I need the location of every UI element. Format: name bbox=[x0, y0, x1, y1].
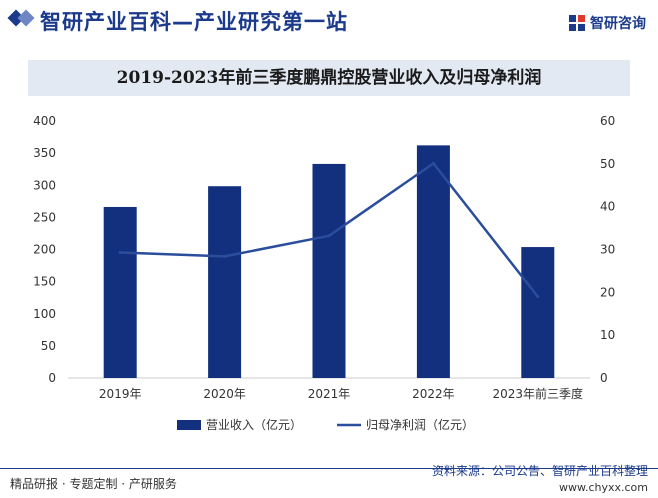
brand-logo-icon bbox=[569, 15, 585, 31]
x-tick-label: 2019年 bbox=[99, 387, 142, 401]
point-net-profit bbox=[327, 234, 331, 238]
point-net-profit bbox=[223, 254, 227, 258]
page-header: 智研产业百科—产业研究第一站 智研咨询 bbox=[0, 0, 658, 44]
y-right-tick-label: 60 bbox=[600, 114, 615, 128]
point-net-profit bbox=[118, 250, 122, 254]
y-left-tick-label: 200 bbox=[33, 243, 56, 257]
x-tick-label: 2021年 bbox=[308, 387, 351, 401]
footer-divider bbox=[0, 468, 658, 469]
brand-logo-text: 智研咨询 bbox=[590, 16, 646, 32]
bar-revenue bbox=[208, 186, 242, 378]
x-tick-label: 2020年 bbox=[203, 387, 246, 401]
bar-revenue bbox=[416, 145, 450, 378]
y-left-tick-label: 300 bbox=[33, 178, 56, 192]
y-left-tick-label: 50 bbox=[41, 339, 56, 353]
footer-source: 资料来源：公司公告、智研产业百科整理 bbox=[431, 464, 648, 478]
legend-bar-label: 营业收入（亿元） bbox=[206, 417, 302, 432]
y-left-tick-label: 100 bbox=[33, 307, 56, 321]
y-left-tick-label: 400 bbox=[33, 114, 56, 128]
y-left-tick-label: 350 bbox=[33, 146, 56, 160]
point-net-profit bbox=[431, 161, 435, 165]
bar-revenue bbox=[103, 206, 137, 378]
y-right-tick-label: 10 bbox=[600, 328, 615, 342]
y-right-tick-label: 40 bbox=[600, 200, 615, 214]
x-tick-label: 2022年 bbox=[412, 387, 455, 401]
footer-url: www.chyxx.com bbox=[558, 481, 648, 494]
y-right-tick-label: 50 bbox=[600, 157, 615, 171]
chart-title-band: 2019-2023年前三季度鹏鼎控股营业收入及归母净利润 bbox=[28, 60, 630, 96]
y-right-tick-label: 20 bbox=[600, 285, 615, 299]
legend-bar-swatch bbox=[177, 420, 201, 430]
footer-tagline: 精品研报 · 专题定制 · 产研服务 bbox=[10, 477, 177, 491]
legend-line-label: 归母净利润（亿元） bbox=[366, 417, 474, 432]
point-net-profit bbox=[536, 295, 540, 299]
brand-logo: 智研咨询 bbox=[568, 12, 646, 34]
y-right-tick-label: 30 bbox=[600, 243, 615, 257]
bar-revenue bbox=[521, 247, 555, 378]
x-tick-label: 2023年前三季度 bbox=[493, 386, 584, 401]
chart-title: 2019-2023年前三季度鹏鼎控股营业收入及归母净利润 bbox=[116, 68, 542, 88]
y-right-tick-label: 0 bbox=[600, 371, 608, 385]
bar-revenue bbox=[312, 163, 346, 378]
site-title: 智研产业百科—产业研究第一站 bbox=[40, 10, 348, 34]
y-left-tick-label: 0 bbox=[48, 371, 56, 385]
y-left-tick-label: 250 bbox=[33, 210, 56, 224]
y-left-tick-label: 150 bbox=[33, 275, 56, 289]
